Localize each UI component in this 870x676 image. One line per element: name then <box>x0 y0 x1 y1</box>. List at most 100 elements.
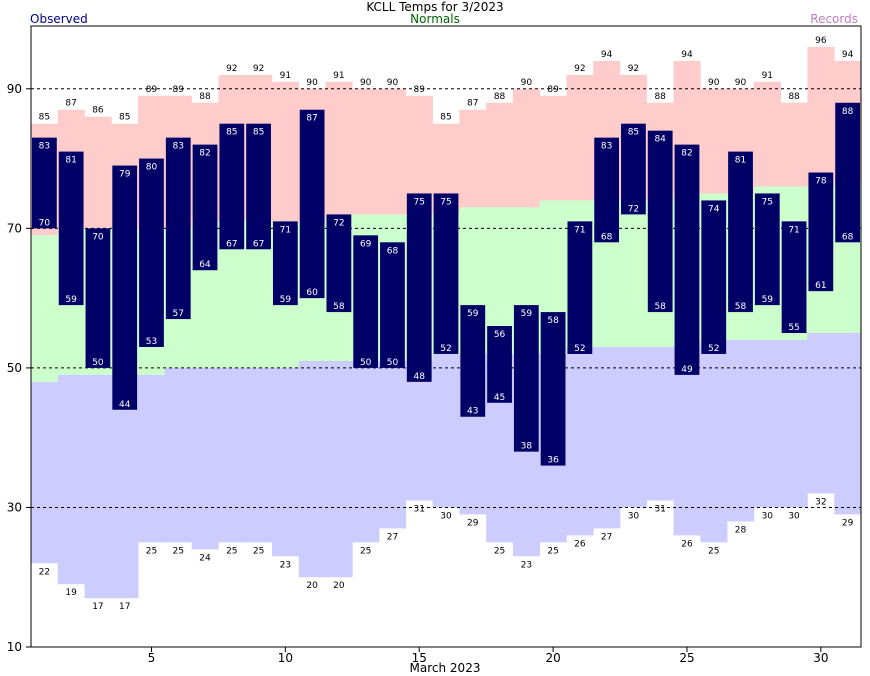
observed-high-label: 88 <box>842 107 854 117</box>
observed-high-label: 85 <box>226 128 237 138</box>
record-high-label: 90 <box>708 78 720 88</box>
record-high-label: 89 <box>547 85 559 95</box>
record-high-label: 91 <box>333 71 344 81</box>
observed-high-label: 59 <box>521 309 533 319</box>
record-low-label: 17 <box>119 602 130 612</box>
observed-bar <box>647 130 673 313</box>
legend-observed: Observed <box>30 12 88 26</box>
record-low-label: 25 <box>360 546 371 556</box>
observed-bar <box>32 137 57 229</box>
record-low-band <box>218 367 246 543</box>
record-high-band <box>753 81 781 187</box>
observed-low-label: 55 <box>788 323 799 333</box>
record-low-band <box>566 346 594 536</box>
record-low-band <box>271 367 300 557</box>
observed-high-label: 75 <box>762 197 773 207</box>
observed-low-label: 38 <box>521 442 533 452</box>
record-low-label: 31 <box>654 504 665 514</box>
record-low-band <box>325 360 353 578</box>
observed-high-label: 79 <box>119 170 131 180</box>
observed-bar <box>353 235 379 368</box>
observed-high-label: 56 <box>494 330 506 340</box>
record-high-label: 92 <box>253 64 264 74</box>
record-low-label: 30 <box>762 511 774 521</box>
record-low-band <box>593 346 621 529</box>
record-high-label: 90 <box>306 78 318 88</box>
observed-high-label: 74 <box>708 204 720 214</box>
observed-low-label: 67 <box>253 239 264 249</box>
record-high-label: 85 <box>39 113 50 123</box>
observed-low-label: 61 <box>815 281 826 291</box>
record-high-band <box>325 81 353 215</box>
record-high-label: 92 <box>628 64 639 74</box>
x-axis-label: March 2023 <box>409 661 481 675</box>
record-low-label: 22 <box>39 567 50 577</box>
observed-high-label: 87 <box>306 114 317 124</box>
record-low-band <box>727 339 755 522</box>
record-high-band <box>700 88 728 194</box>
observed-bar <box>58 151 84 306</box>
record-low-label: 23 <box>521 560 532 570</box>
record-high-band <box>459 109 487 208</box>
record-low-band <box>753 339 781 508</box>
record-high-label: 88 <box>654 92 666 102</box>
x-tick-label: 15 <box>412 651 427 665</box>
observed-bars <box>32 102 860 466</box>
observed-high-label: 84 <box>654 135 666 145</box>
observed-low-label: 36 <box>547 456 559 466</box>
record-low-band <box>834 333 862 515</box>
record-low-label: 29 <box>467 518 479 528</box>
observed-low-label: 43 <box>467 407 478 417</box>
record-low-label: 30 <box>788 511 800 521</box>
observed-low-label: 53 <box>146 337 157 347</box>
observed-low-label: 59 <box>280 295 292 305</box>
x-tick-label: 5 <box>148 651 156 665</box>
normal-range-band <box>31 235 59 382</box>
record-low-label: 25 <box>146 546 157 556</box>
observed-bar <box>299 109 325 299</box>
axes: 10 30 50 70 90 5 10 15 20 25 30 <box>7 25 862 665</box>
observed-bar <box>567 221 593 354</box>
observed-low-label: 60 <box>306 288 318 298</box>
observed-bar <box>540 312 566 466</box>
observed-bar <box>754 193 780 306</box>
observed-low-label: 58 <box>654 302 666 312</box>
record-low-band <box>57 374 85 585</box>
record-low-label: 29 <box>842 518 854 528</box>
observed-bar <box>594 137 620 243</box>
observed-bar <box>781 221 807 334</box>
plot-frame <box>30 25 862 648</box>
record-low-band <box>780 339 808 508</box>
record-low-band <box>31 381 59 564</box>
observed-low-label: 52 <box>574 344 585 354</box>
x-tick-label: 30 <box>813 651 828 665</box>
record-low-label: 25 <box>708 546 719 556</box>
record-low-label: 27 <box>387 532 398 542</box>
record-high-label: 92 <box>574 64 585 74</box>
observed-high-label: 70 <box>92 232 104 242</box>
observed-bar <box>272 221 298 306</box>
record-high-band <box>379 88 407 215</box>
record-high-label: 86 <box>92 106 104 116</box>
observed-low-label: 57 <box>173 309 184 319</box>
record-high-band <box>539 95 567 201</box>
observed-low-label: 50 <box>360 358 372 368</box>
record-high-band <box>352 88 380 215</box>
observed-high-label: 81 <box>65 156 76 166</box>
legend-normals: Normals <box>410 12 460 26</box>
observed-bar <box>192 144 218 271</box>
record-low-label: 20 <box>333 581 345 591</box>
record-high-label: 96 <box>815 36 827 46</box>
record-low-label: 30 <box>440 511 452 521</box>
record-high-band <box>780 102 808 187</box>
record-low-band <box>646 346 674 501</box>
observed-high-label: 83 <box>39 142 50 152</box>
record-high-label: 94 <box>681 50 693 60</box>
record-high-band <box>512 88 541 208</box>
observed-bar <box>835 102 860 243</box>
observed-low-label: 48 <box>413 372 425 382</box>
observed-high-label: 82 <box>199 149 210 159</box>
observed-bar <box>621 123 646 215</box>
record-low-band <box>405 360 433 501</box>
observed-high-label: 80 <box>146 163 158 173</box>
